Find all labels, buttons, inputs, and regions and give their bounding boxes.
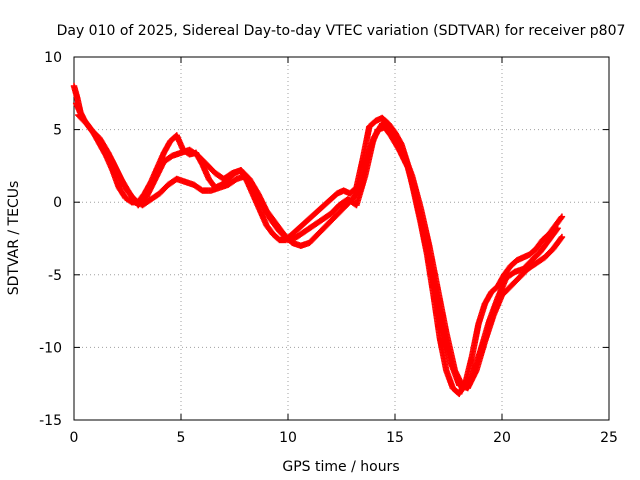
data-point	[558, 213, 566, 220]
axis-ticks	[73, 56, 610, 421]
x-tick-label: 5	[177, 430, 186, 446]
series-track	[75, 111, 561, 392]
x-tick-label: 15	[386, 430, 404, 446]
x-tick-labels: 0 5 10 15 20 25	[70, 430, 618, 446]
plot-frame	[73, 56, 610, 421]
grid-lines	[74, 57, 609, 420]
data-point	[557, 214, 565, 222]
x-tick-label: 25	[600, 430, 618, 446]
y-tick-label: 0	[53, 195, 62, 211]
data-marks	[70, 82, 566, 398]
x-tick-label: 10	[279, 430, 297, 446]
x-tick-label: 0	[70, 430, 79, 446]
chart-title: Day 010 of 2025, Sidereal Day-to-day VTE…	[57, 23, 626, 39]
y-axis-label: SDTVAR / TECUs	[6, 181, 22, 296]
y-tick-label: 5	[53, 123, 62, 139]
data-point	[554, 225, 561, 232]
data-point	[553, 226, 560, 233]
y-tick-labels: -15 -10 -5 0 5 10	[39, 50, 62, 429]
x-tick-label: 20	[493, 430, 511, 446]
y-tick-label: -15	[39, 413, 62, 429]
y-tick-label: 10	[44, 50, 62, 66]
y-tick-label: -10	[39, 340, 62, 356]
data-point	[557, 235, 565, 242]
data-point	[558, 233, 566, 241]
x-axis-label: GPS time / hours	[282, 459, 399, 475]
y-tick-label: -5	[48, 268, 62, 284]
